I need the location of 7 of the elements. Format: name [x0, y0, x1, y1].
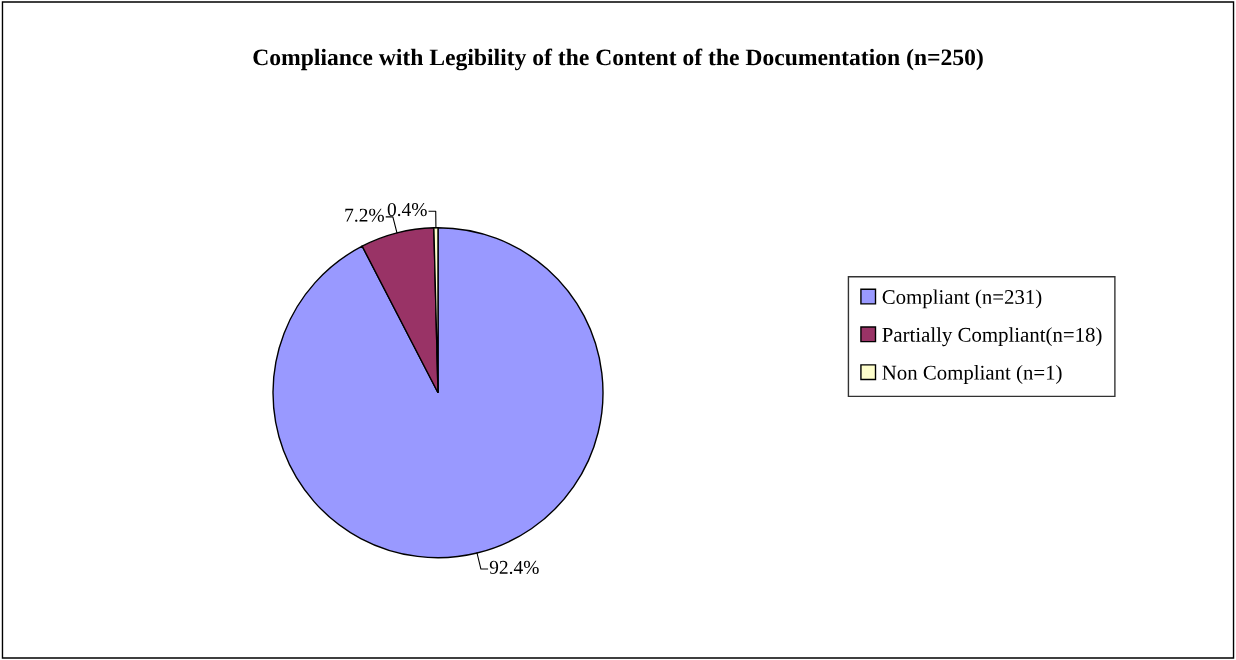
legend-label: Non Compliant (n=1): [882, 365, 1062, 384]
data-label: 92.4%: [489, 560, 539, 574]
legend-label: Partially Compliant(n=18): [882, 327, 1102, 347]
data-label: 0.4%: [387, 202, 427, 217]
data-label: 7.2%: [345, 208, 384, 222]
chart-title: Compliance with Legibility of the Content of the Documentation (n=250): [253, 48, 983, 71]
legend-label: Compliant (n=231): [882, 289, 1042, 309]
